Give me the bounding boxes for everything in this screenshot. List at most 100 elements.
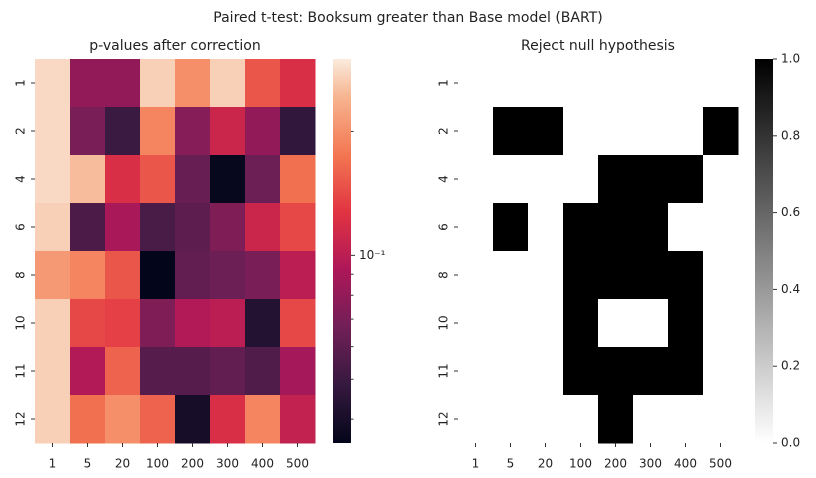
heatmap-cell	[528, 299, 564, 348]
heatmap-cell	[563, 347, 599, 396]
heatmap-cell	[668, 107, 704, 156]
x-tick-label: 500	[286, 457, 309, 471]
y-tick-label: 4	[14, 175, 28, 183]
heatmap-cell	[140, 299, 176, 348]
heatmap-cell	[35, 107, 71, 156]
heatmap-cell	[140, 251, 176, 300]
heatmap-cell	[703, 59, 739, 108]
heatmap-cell	[70, 59, 106, 108]
heatmap-cell	[668, 155, 704, 204]
heatmap-cell	[70, 107, 106, 156]
heatmap-cell	[210, 299, 246, 348]
colorbar-tick-label: 10⁻¹	[359, 248, 386, 262]
heatmap-cell	[563, 299, 599, 348]
colorbar-tick-label: 0.4	[781, 282, 800, 296]
heatmap-cell	[280, 59, 316, 108]
x-tick-label: 1	[472, 457, 480, 471]
heatmap-cell	[528, 107, 564, 156]
heatmap-cell	[175, 251, 211, 300]
heatmap-cell	[280, 155, 316, 204]
heatmap-cell	[633, 347, 669, 396]
y-tick-label: 11	[14, 363, 28, 378]
heatmap-cell	[703, 347, 739, 396]
heatmap-cell	[668, 299, 704, 348]
x-tick-label: 300	[639, 457, 662, 471]
heatmap-cell	[175, 59, 211, 108]
y-tick-label: 8	[14, 271, 28, 279]
y-tick-label: 12	[437, 411, 451, 426]
heatmap-cell	[563, 251, 599, 300]
heatmap-cell	[105, 251, 141, 300]
heatmap-cell	[280, 251, 316, 300]
heatmap-cell	[703, 107, 739, 156]
heatmap-cell	[633, 107, 669, 156]
heatmap-cell	[493, 251, 529, 300]
heatmap-cell	[175, 395, 211, 444]
heatmap-cell	[35, 251, 71, 300]
heatmap-cell	[70, 203, 106, 252]
heatmap-cell	[458, 299, 494, 348]
y-tick-label: 2	[14, 127, 28, 135]
heatmap-cell	[105, 299, 141, 348]
heatmap-cell	[70, 395, 106, 444]
heatmap-cell	[563, 155, 599, 204]
figure-title: Paired t-test: Booksum greater than Base…	[213, 10, 602, 26]
heatmap-cell	[245, 347, 281, 396]
heatmap-cell	[105, 395, 141, 444]
heatmap-cell	[528, 203, 564, 252]
heatmap-cell	[245, 203, 281, 252]
x-tick-label: 300	[216, 457, 239, 471]
heatmap-cell	[35, 203, 71, 252]
heatmap-cell	[105, 347, 141, 396]
heatmap-cell	[633, 155, 669, 204]
heatmap-cell	[528, 59, 564, 108]
heatmap-cell	[70, 155, 106, 204]
colorbar-tick-label: 0.2	[781, 359, 800, 373]
heatmap-cell	[105, 59, 141, 108]
heatmap-cell	[458, 59, 494, 108]
heatmap-cell	[528, 155, 564, 204]
heatmap-cell	[35, 299, 71, 348]
heatmap-cell	[633, 251, 669, 300]
heatmap-cell	[105, 203, 141, 252]
heatmap-cell	[175, 299, 211, 348]
heatmap-cell	[35, 395, 71, 444]
heatmap-cell	[598, 107, 634, 156]
x-tick-label: 20	[538, 457, 553, 471]
heatmap-cell	[245, 251, 281, 300]
x-tick-label: 400	[674, 457, 697, 471]
heatmap-cell	[210, 203, 246, 252]
heatmap-cell	[140, 347, 176, 396]
heatmap-cell	[140, 59, 176, 108]
heatmap-cell	[668, 203, 704, 252]
heatmap-cell	[598, 395, 634, 444]
chart-title: Reject null hypothesis	[521, 38, 675, 54]
heatmap-cell	[493, 395, 529, 444]
heatmap-cell	[245, 299, 281, 348]
heatmap-cell	[280, 395, 316, 444]
heatmap-cell	[210, 107, 246, 156]
heatmap-cell	[280, 203, 316, 252]
y-tick-label: 1	[14, 79, 28, 87]
heatmap-cell	[175, 347, 211, 396]
heatmap-cell	[493, 107, 529, 156]
heatmap-cell	[210, 59, 246, 108]
heatmap-cell	[493, 203, 529, 252]
y-tick-label: 2	[437, 127, 451, 135]
colorbar-tick-label: 1.0	[781, 52, 800, 66]
heatmap-cell	[493, 155, 529, 204]
heatmap-cell	[175, 203, 211, 252]
x-tick-label: 200	[181, 457, 204, 471]
heatmap-cell	[703, 299, 739, 348]
heatmap-cell	[140, 395, 176, 444]
heatmap-cell	[175, 107, 211, 156]
heatmap-cell	[210, 155, 246, 204]
heatmap-cell	[458, 107, 494, 156]
heatmap-cell	[70, 299, 106, 348]
x-tick-label: 5	[507, 457, 515, 471]
x-tick-label: 100	[569, 457, 592, 471]
heatmap-cell	[245, 155, 281, 204]
heatmap-cell	[528, 251, 564, 300]
heatmap-cell	[668, 251, 704, 300]
